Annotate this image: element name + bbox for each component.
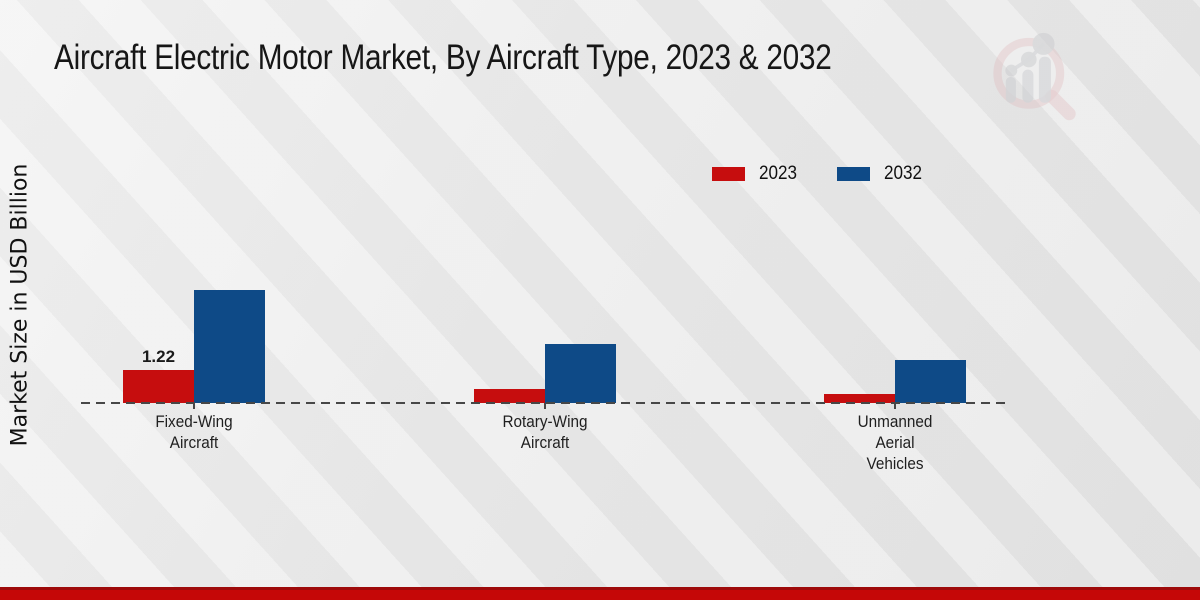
category-label: Fixed-Wing Aircraft [155,412,233,452]
category-label: Rotary-Wing Aircraft [502,412,588,452]
x-axis-tick [193,403,195,409]
bar-2032-3 [895,360,966,403]
footer-accent-bar [0,587,1200,600]
bar-2023-3 [824,394,895,403]
category-label: Unmanned Aerial Vehicles [857,412,933,473]
x-axis-tick [894,403,896,409]
legend-item-2032: 2032 [837,163,926,185]
bar-2023-2 [474,389,545,403]
bar-2032-2 [545,344,616,403]
bar-2023-1 [123,370,194,403]
legend: 2023 2032 [712,163,927,185]
bar-value-label: 1.22 [141,347,176,366]
legend-item-2023: 2023 [712,163,801,185]
bar-2032-1 [194,290,265,403]
x-axis-tick [544,403,546,409]
magnifier-bar-chart-logo-icon [993,32,1076,121]
legend-label-2023: 2023 [759,163,798,184]
legend-label-2032: 2032 [884,163,923,184]
legend-swatch-2032 [837,167,871,181]
legend-swatch-2023 [712,167,745,181]
chart-title: Aircraft Electric Motor Market, By Aircr… [54,38,832,77]
